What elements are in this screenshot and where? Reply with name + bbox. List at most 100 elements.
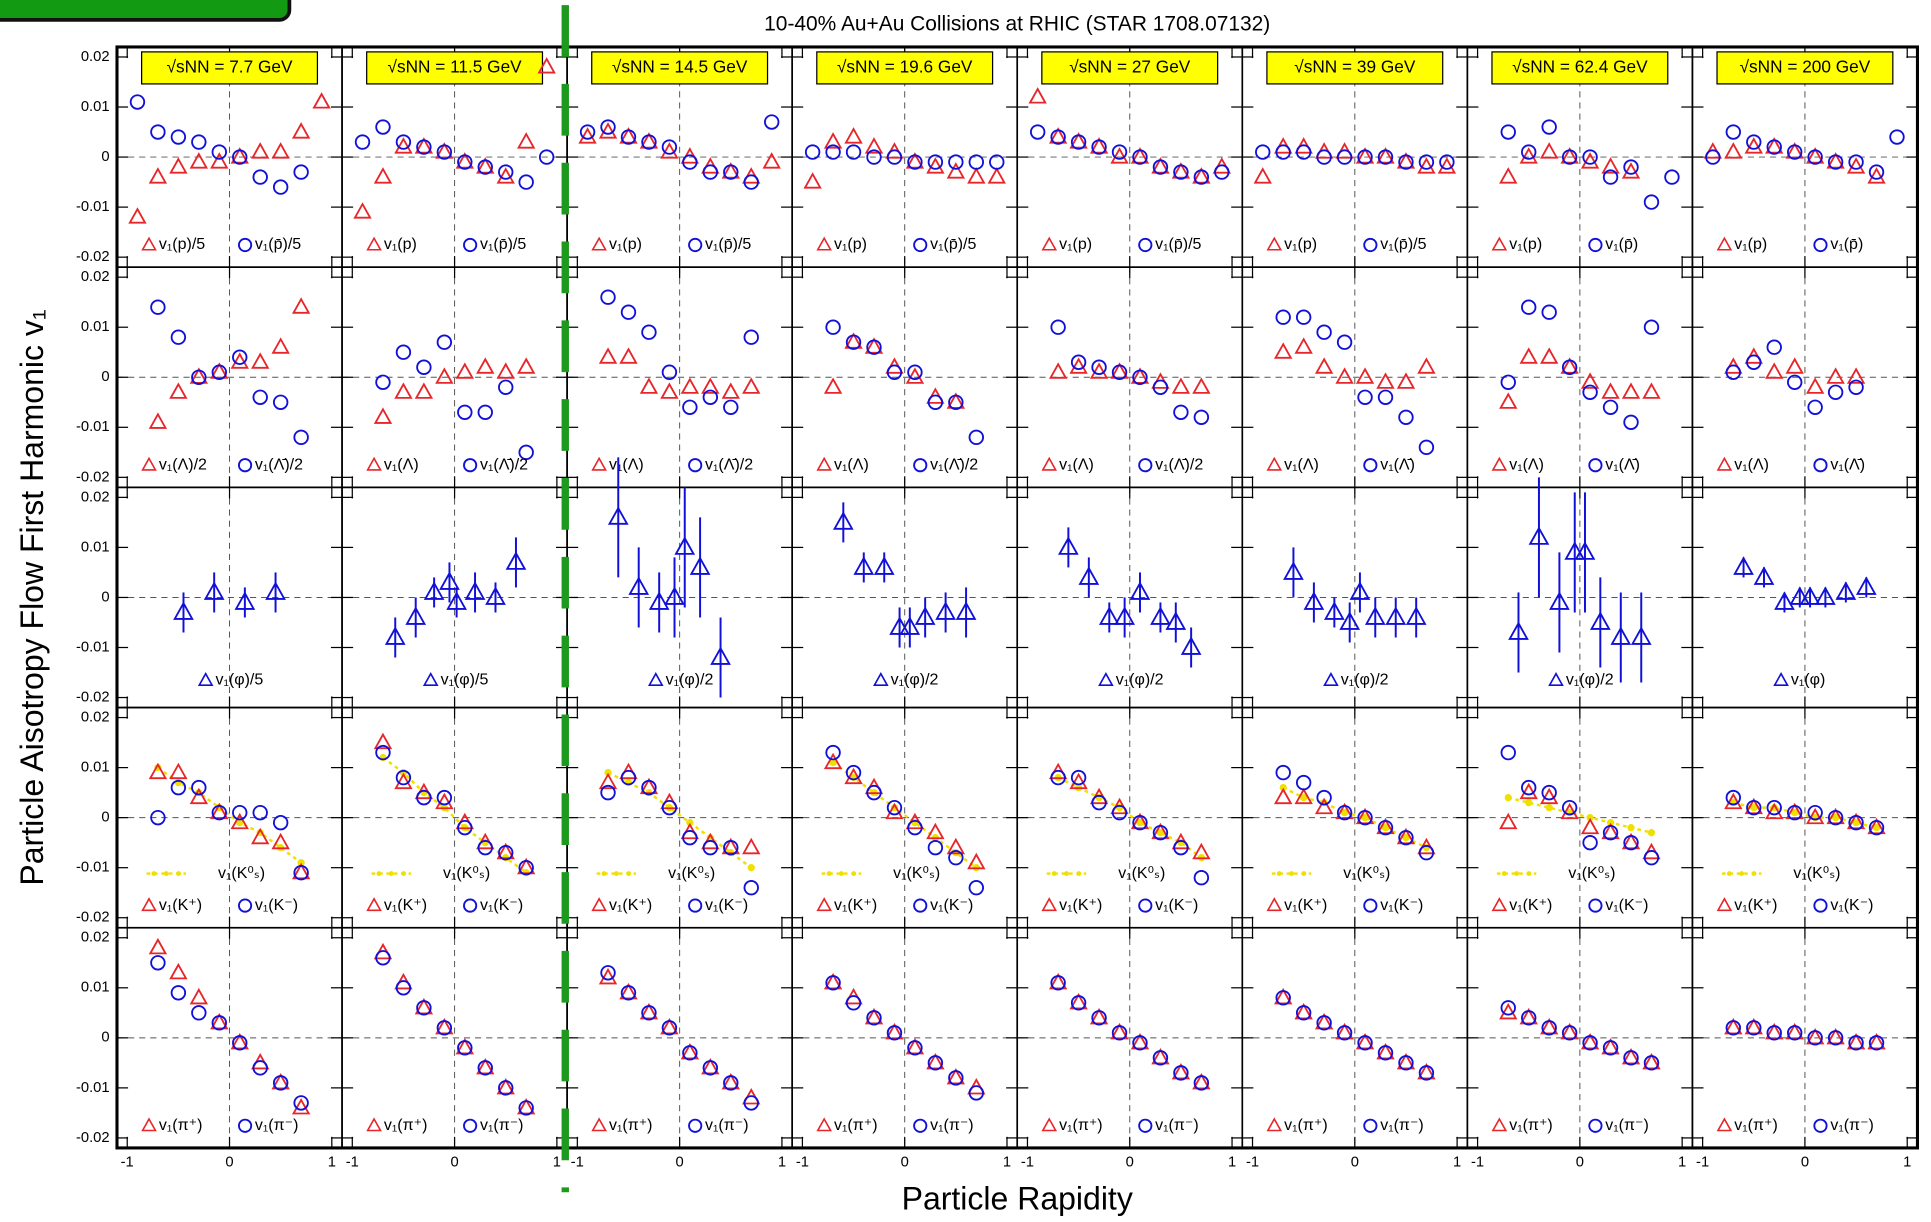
point <box>498 164 514 180</box>
legend-swatch <box>1266 456 1283 471</box>
point <box>823 972 843 990</box>
point <box>723 164 739 180</box>
point <box>823 132 843 149</box>
point <box>682 154 698 170</box>
point <box>169 382 188 399</box>
point <box>1078 566 1100 585</box>
point <box>1602 399 1619 415</box>
point <box>600 119 616 135</box>
point <box>742 837 761 855</box>
point <box>844 332 863 349</box>
point <box>1521 299 1537 315</box>
point <box>600 965 616 981</box>
point <box>1130 147 1150 164</box>
point <box>1508 621 1529 640</box>
point <box>825 319 841 335</box>
point <box>1165 611 1187 630</box>
legend-label: v₁(φ)/5 <box>216 672 264 689</box>
legend-label: v₁(p̄)/5 <box>1380 236 1426 253</box>
point <box>1357 1035 1373 1051</box>
x-tick-label: 1 <box>328 1155 336 1171</box>
point <box>1132 814 1148 831</box>
legend-label: v₁(K⁰ₛ) <box>1793 865 1840 882</box>
legend-label: v₁(π⁺) <box>1284 1117 1328 1134</box>
y-tick-label: -0.01 <box>76 1080 110 1096</box>
point <box>211 804 227 821</box>
point <box>914 606 936 625</box>
legend-swatch <box>913 458 928 473</box>
legend-swatch <box>1363 237 1378 253</box>
point <box>416 359 432 375</box>
point <box>1295 1005 1312 1021</box>
point <box>232 149 248 165</box>
point <box>1521 1010 1537 1026</box>
point <box>948 1070 964 1086</box>
point <box>293 864 309 881</box>
legend-swatch <box>1266 1117 1283 1132</box>
point <box>1377 149 1394 165</box>
point <box>1048 362 1068 379</box>
legend-label: v₁(Λ) <box>1734 456 1769 473</box>
point <box>689 556 711 575</box>
legend-swatch <box>1064 871 1069 877</box>
point <box>1130 367 1150 384</box>
point <box>1785 1022 1804 1040</box>
point <box>1846 367 1866 384</box>
point <box>1623 834 1639 851</box>
point <box>1111 1025 1128 1041</box>
point <box>823 377 843 394</box>
point <box>1580 1032 1600 1050</box>
point <box>1774 591 1795 610</box>
point <box>825 144 841 160</box>
point <box>1868 819 1885 836</box>
point <box>232 804 248 821</box>
legend-swatch <box>1289 871 1295 877</box>
point <box>1564 541 1586 560</box>
point <box>1643 194 1660 210</box>
outer-frame <box>115 45 1919 1150</box>
point <box>1541 119 1557 135</box>
legend-swatch <box>1548 672 1564 686</box>
point <box>1028 87 1047 104</box>
legend-swatch <box>1491 1117 1508 1132</box>
point <box>926 157 945 174</box>
point <box>1437 157 1457 174</box>
y-tick-label: -0.02 <box>76 469 110 485</box>
legend-swatch <box>601 871 607 877</box>
legend-label: v₁(K⁻) <box>1605 897 1648 914</box>
point <box>660 1017 679 1035</box>
point <box>723 399 739 415</box>
legend-label: v₁(π⁺) <box>834 1117 878 1134</box>
point <box>455 152 474 169</box>
point <box>946 392 966 409</box>
legend-label: v₁(K⁻) <box>1155 897 1198 914</box>
point <box>1275 144 1291 160</box>
point <box>1050 319 1066 335</box>
point <box>1193 870 1210 886</box>
point <box>927 1055 944 1071</box>
legend-label: v₁(φ)/5 <box>441 672 489 689</box>
legend-label: v₁(K⁺) <box>609 897 652 914</box>
legend-label: v₁(π⁻) <box>480 1117 524 1134</box>
legend-swatch <box>1726 871 1732 877</box>
point <box>1499 167 1518 184</box>
point <box>148 937 168 955</box>
point <box>1070 995 1087 1011</box>
point <box>236 819 244 827</box>
y-tick-label: 0.01 <box>81 539 110 555</box>
point <box>1725 124 1742 140</box>
point <box>436 1020 453 1036</box>
legend-swatch <box>1716 456 1733 471</box>
legend-swatch <box>1138 458 1153 473</box>
point <box>1385 606 1407 625</box>
x-axis-label: Particle Rapidity <box>902 1180 1133 1216</box>
point <box>1766 339 1782 355</box>
point <box>1561 799 1578 816</box>
point <box>1580 372 1600 389</box>
point <box>1867 1032 1886 1050</box>
legend-label: v₁(p) <box>384 236 417 253</box>
legend-swatch <box>851 871 857 877</box>
point <box>252 1060 268 1076</box>
point <box>373 167 393 184</box>
point <box>395 980 412 996</box>
